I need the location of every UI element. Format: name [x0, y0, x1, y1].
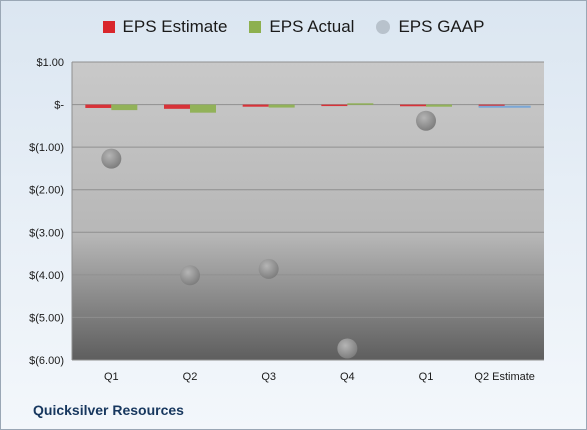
legend-swatch-eps-gaap [376, 20, 391, 34]
point-eps-gaap [180, 265, 200, 286]
legend-label-eps-actual: EPS Actual [269, 17, 355, 36]
point-eps-gaap [337, 338, 358, 359]
y-tick-label: $(2.00) [29, 185, 64, 197]
company-name: Quicksilver Resources [33, 402, 184, 418]
bar-eps-actual [268, 104, 295, 108]
legend-swatch-eps-actual [249, 21, 262, 33]
bar-eps-estimate [478, 104, 505, 107]
bar-eps-estimate [400, 104, 426, 107]
y-tick-label: $(4.00) [29, 270, 64, 282]
legend-item-eps-estimate: EPS Estimate [102, 17, 228, 37]
x-tick-label: Q3 [261, 371, 276, 383]
legend-label-eps-gaap: EPS GAAP [398, 17, 485, 36]
point-eps-gaap [101, 148, 122, 169]
point-eps-gaap [416, 110, 436, 131]
bar-eps-actual [347, 103, 374, 105]
x-tick-label: Q1 [104, 371, 119, 383]
x-tick-label: Q1 [419, 371, 434, 383]
bar-eps-actual [426, 104, 452, 107]
y-tick-label: $- [54, 100, 64, 112]
bar-eps-estimate [164, 104, 190, 109]
bar-eps-estimate [85, 104, 112, 108]
legend-swatch-eps-estimate [102, 21, 115, 33]
plot-area [72, 62, 544, 360]
chart-legend: EPS Estimate EPS Actual EPS GAAP [0, 17, 587, 37]
bar-eps-actual [111, 104, 138, 111]
bar-eps-actual [190, 104, 216, 113]
x-tick-label: Q4 [340, 371, 355, 383]
bar-eps-estimate [242, 104, 269, 107]
x-tick-label: Q2 Estimate [474, 371, 535, 383]
y-tick-label: $(1.00) [29, 142, 64, 154]
y-tick-label: $(5.00) [29, 312, 64, 324]
legend-label-eps-estimate: EPS Estimate [122, 17, 228, 36]
y-tick-label: $1.00 [36, 57, 64, 69]
legend-item-eps-gaap: EPS GAAP [376, 17, 484, 37]
y-tick-label: $(3.00) [29, 227, 64, 239]
legend-item-eps-actual: EPS Actual [249, 17, 354, 37]
bar-eps-estimate [321, 104, 348, 107]
point-eps-gaap [258, 258, 279, 279]
y-tick-label: $(6.00) [29, 355, 64, 367]
x-tick-label: Q2 [183, 371, 198, 383]
